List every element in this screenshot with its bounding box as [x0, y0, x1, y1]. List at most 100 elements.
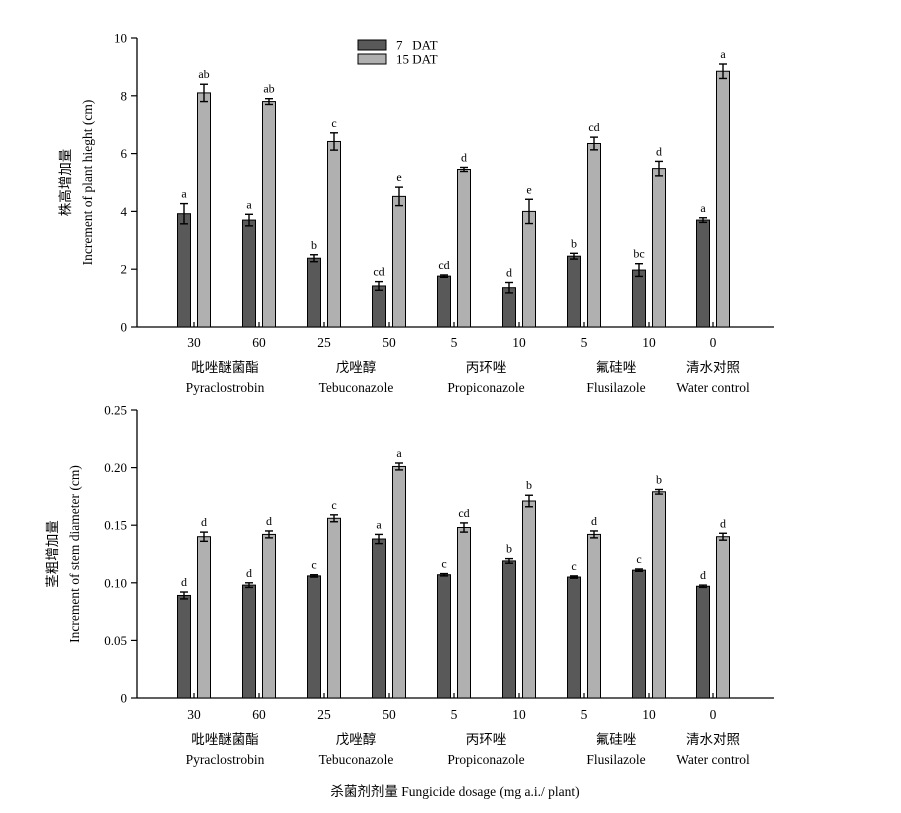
group-label-cn: 丙环唑 — [466, 732, 507, 747]
bar — [457, 527, 471, 699]
significance-label: d — [201, 515, 207, 529]
bar — [392, 195, 406, 328]
significance-label: a — [181, 187, 187, 201]
significance-label: d — [246, 566, 252, 580]
bar — [716, 70, 730, 328]
significance-label: a — [246, 197, 252, 211]
significance-label: b — [526, 478, 532, 492]
group-label-en: Flusilazole — [586, 380, 645, 395]
bar — [567, 576, 581, 699]
bar — [242, 219, 256, 328]
significance-label: cd — [438, 258, 449, 272]
bar — [197, 536, 211, 699]
x-tick-label: 5 — [451, 335, 458, 350]
bar — [502, 560, 516, 699]
bar — [437, 275, 451, 328]
x-tick-label: 10 — [642, 335, 656, 350]
significance-label: c — [636, 552, 641, 566]
significance-label: d — [591, 514, 597, 528]
bar — [262, 533, 276, 699]
group-label-en: Flusilazole — [586, 752, 645, 767]
group-label-cn: 戊唑醇 — [336, 731, 377, 747]
bar — [437, 574, 451, 699]
significance-label: b — [506, 542, 512, 556]
x-tick-label: 10 — [512, 335, 526, 350]
group-label-en: Tebuconazole — [319, 752, 394, 767]
group-label-cn: 吡唑醚菌酯 — [191, 732, 259, 747]
x-tick-label: 5 — [581, 707, 588, 722]
group-label-cn: 戊唑醇 — [336, 359, 377, 375]
x-tick-label: 60 — [252, 707, 266, 722]
group-label-en: Pyraclostrobin — [186, 752, 265, 767]
group-label-cn: 氟硅唑 — [596, 732, 637, 747]
group-label-en: Water control — [676, 380, 750, 395]
significance-label: d — [506, 265, 512, 279]
x-tick-label: 10 — [512, 707, 526, 722]
bar — [177, 594, 191, 699]
bar — [372, 538, 386, 699]
significance-label: d — [181, 575, 187, 589]
bar — [327, 517, 341, 699]
significance-label: cd — [458, 506, 469, 520]
group-label-cn: 清水对照 — [686, 732, 740, 747]
y-tick-label: 4 — [121, 204, 128, 219]
bar — [392, 465, 406, 699]
group-label-en: Propiconazole — [447, 380, 524, 395]
y-tick-label: 0.10 — [104, 575, 127, 590]
x-tick-label: 30 — [187, 707, 201, 722]
bar — [522, 500, 536, 699]
y-axis-label-en: Increment of plant hieght (cm) — [80, 100, 95, 266]
bar — [242, 584, 256, 699]
significance-label: bc — [633, 247, 644, 261]
bar — [307, 575, 321, 699]
significance-label: cd — [373, 265, 384, 279]
significance-label: ab — [263, 82, 274, 96]
significance-label: c — [331, 498, 336, 512]
y-tick-label: 0.15 — [104, 518, 127, 533]
significance-label: a — [700, 201, 706, 215]
significance-label: a — [396, 446, 402, 460]
y-tick-label: 8 — [121, 88, 128, 103]
plant-height-chart: 0 2 4 6 8 10 30 60 25 50 5 10 5 10 0 吡唑醚菌酯 Pyraclostrobi… — [57, 31, 774, 395]
significance-label: ab — [198, 67, 209, 81]
significance-label: d — [700, 568, 706, 582]
bar — [587, 142, 601, 328]
significance-label: e — [526, 182, 531, 196]
bar — [457, 168, 471, 328]
bar — [262, 101, 276, 328]
group-label-en: Tebuconazole — [319, 380, 394, 395]
x-tick-label: 60 — [252, 335, 266, 350]
y-axis-label-cn: 茎粗增加量 — [45, 520, 60, 588]
group-label-cn: 丙环唑 — [466, 360, 507, 375]
y-tick-label: 0.25 — [104, 403, 127, 418]
bar — [327, 140, 341, 328]
bar — [632, 569, 646, 699]
bar — [567, 255, 581, 328]
x-tick-label: 0 — [710, 707, 717, 722]
x-tick-label: 30 — [187, 335, 201, 350]
y-tick-label: 6 — [121, 146, 128, 161]
bar — [177, 213, 191, 328]
legend-label: 15 DAT — [396, 52, 438, 67]
significance-label: e — [396, 170, 401, 184]
x-tick-label: 5 — [581, 335, 588, 350]
significance-label: d — [656, 144, 662, 158]
significance-label: c — [311, 558, 316, 572]
group-label-en: Pyraclostrobin — [186, 380, 265, 395]
x-tick-label: 25 — [317, 707, 331, 722]
bar — [372, 285, 386, 328]
group-label-cn: 氟硅唑 — [596, 360, 637, 375]
significance-label: c — [441, 557, 446, 571]
x-tick-label: 25 — [317, 335, 331, 350]
significance-label: c — [331, 116, 336, 130]
group-label-en: Propiconazole — [447, 752, 524, 767]
bar — [652, 168, 666, 328]
bar — [696, 219, 710, 328]
x-tick-label: 10 — [642, 707, 656, 722]
x-axis-title: 杀菌剂剂量 Fungicide dosage (mg a.i./ plant) — [330, 784, 579, 799]
x-tick-label: 50 — [382, 707, 396, 722]
bar — [522, 210, 536, 328]
bar — [197, 92, 211, 328]
y-tick-label: 0 — [121, 320, 128, 335]
